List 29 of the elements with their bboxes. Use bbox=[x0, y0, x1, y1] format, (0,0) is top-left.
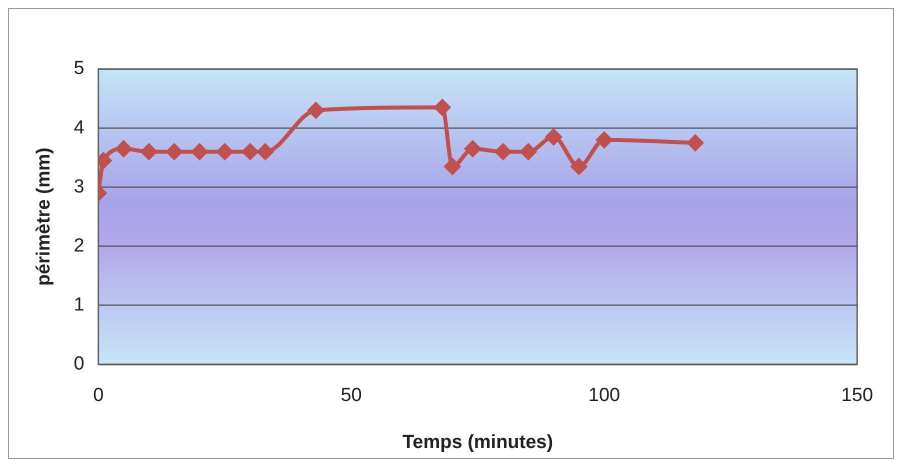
point bbox=[687, 134, 704, 151]
y-tick-label: 4 bbox=[74, 117, 85, 138]
y-axis-title: périmètre (mm) bbox=[34, 148, 55, 286]
point bbox=[570, 158, 587, 174]
point bbox=[166, 144, 182, 160]
point bbox=[444, 158, 460, 174]
point bbox=[140, 144, 157, 160]
point bbox=[546, 128, 562, 145]
y-tick-label: 3 bbox=[74, 176, 84, 198]
x-tick-label: 50 bbox=[340, 385, 362, 406]
point bbox=[308, 102, 324, 118]
point bbox=[116, 140, 132, 157]
point bbox=[520, 144, 536, 160]
point bbox=[242, 144, 258, 160]
x-tick-label: 100 bbox=[588, 385, 620, 406]
point bbox=[216, 144, 233, 160]
y-tick-label: 5 bbox=[74, 58, 84, 80]
point bbox=[596, 132, 612, 148]
point bbox=[192, 144, 208, 160]
point bbox=[257, 144, 274, 160]
point bbox=[495, 144, 512, 160]
point bbox=[434, 99, 450, 116]
x-tick-label: 0 bbox=[93, 385, 104, 406]
y-tick-label: 0 bbox=[74, 354, 84, 375]
y-tick-label: 1 bbox=[74, 294, 84, 316]
x-axis-title: Temps (minutes) bbox=[402, 432, 554, 453]
y-tick-label: 2 bbox=[74, 235, 84, 256]
point bbox=[464, 140, 481, 157]
x-tick-label: 150 bbox=[841, 385, 873, 406]
